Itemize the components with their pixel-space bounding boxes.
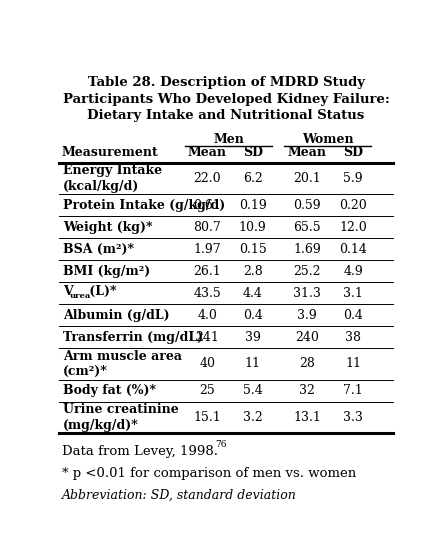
Text: 0.59: 0.59 [294, 199, 321, 212]
Text: Mean: Mean [188, 146, 227, 159]
Text: SD: SD [343, 146, 363, 159]
Text: 15.1: 15.1 [193, 411, 221, 424]
Text: 5.4: 5.4 [243, 384, 262, 397]
Text: Energy Intake
(kcal/kg/d): Energy Intake (kcal/kg/d) [63, 164, 162, 193]
Text: 5.9: 5.9 [344, 172, 363, 185]
Text: 13.1: 13.1 [293, 411, 321, 424]
Text: urea: urea [70, 292, 91, 300]
Text: Table 28. Description of MDRD Study
Participants Who Developed Kidney Failure:
D: Table 28. Description of MDRD Study Part… [63, 76, 389, 122]
Text: 240: 240 [295, 330, 319, 344]
Text: 39: 39 [245, 330, 261, 344]
Text: 0.61: 0.61 [193, 199, 221, 212]
Text: 26.1: 26.1 [193, 265, 221, 278]
Text: * p <0.01 for comparison of men vs. women: * p <0.01 for comparison of men vs. wome… [62, 467, 356, 480]
Text: 32: 32 [299, 384, 315, 397]
Text: 1.69: 1.69 [293, 243, 321, 256]
Text: 10.9: 10.9 [239, 221, 266, 234]
Text: 11: 11 [245, 357, 261, 370]
Text: (L)*: (L)* [85, 286, 117, 299]
Text: 11: 11 [345, 357, 361, 370]
Text: 0.4: 0.4 [243, 309, 262, 322]
Text: Urine creatinine
(mg/kg/d)*: Urine creatinine (mg/kg/d)* [63, 403, 179, 432]
Text: 241: 241 [195, 330, 219, 344]
Text: Transferrin (mg/dL): Transferrin (mg/dL) [63, 330, 203, 344]
Text: 3.9: 3.9 [298, 309, 317, 322]
Text: 25.2: 25.2 [294, 265, 321, 278]
Text: Abbreviation: SD, standard deviation: Abbreviation: SD, standard deviation [62, 489, 297, 502]
Text: 4.9: 4.9 [343, 265, 363, 278]
Text: 1.97: 1.97 [194, 243, 221, 256]
Text: 3.1: 3.1 [343, 287, 363, 300]
Text: BSA (m²)*: BSA (m²)* [63, 243, 134, 256]
Text: 0.15: 0.15 [239, 243, 266, 256]
Text: Measurement: Measurement [62, 146, 159, 159]
Text: 0.4: 0.4 [343, 309, 363, 322]
Text: 3.3: 3.3 [343, 411, 363, 424]
Text: BMI (kg/m²): BMI (kg/m²) [63, 265, 150, 278]
Text: 12.0: 12.0 [339, 221, 367, 234]
Text: 76: 76 [215, 440, 227, 449]
Text: 65.5: 65.5 [294, 221, 321, 234]
Text: 38: 38 [345, 330, 361, 344]
Text: Weight (kg)*: Weight (kg)* [63, 221, 153, 234]
Text: Data from Levey, 1998.: Data from Levey, 1998. [62, 445, 218, 458]
Text: 22.0: 22.0 [194, 172, 221, 185]
Text: V: V [63, 286, 73, 299]
Text: 43.5: 43.5 [193, 287, 221, 300]
Text: 3.2: 3.2 [243, 411, 262, 424]
Text: 31.3: 31.3 [293, 287, 321, 300]
Text: 80.7: 80.7 [193, 221, 221, 234]
Text: 7.1: 7.1 [343, 384, 363, 397]
Text: 4.0: 4.0 [197, 309, 217, 322]
Text: Body fat (%)*: Body fat (%)* [63, 384, 156, 397]
Text: Mean: Mean [288, 146, 327, 159]
Text: 20.1: 20.1 [293, 172, 321, 185]
Text: SD: SD [243, 146, 263, 159]
Text: Women: Women [302, 133, 354, 146]
Text: 0.20: 0.20 [339, 199, 367, 212]
Text: 28: 28 [299, 357, 315, 370]
Text: 2.8: 2.8 [243, 265, 262, 278]
Text: 0.14: 0.14 [339, 243, 367, 256]
Text: Men: Men [213, 133, 244, 146]
Text: 25: 25 [199, 384, 215, 397]
Text: Albumin (g/dL): Albumin (g/dL) [63, 309, 170, 322]
Text: Protein Intake (g/kg/d): Protein Intake (g/kg/d) [63, 199, 225, 212]
Text: 0.19: 0.19 [239, 199, 266, 212]
Text: 6.2: 6.2 [243, 172, 262, 185]
Text: 40: 40 [199, 357, 215, 370]
Text: Arm muscle area
(cm²)*: Arm muscle area (cm²)* [63, 350, 182, 378]
Text: 4.4: 4.4 [243, 287, 262, 300]
